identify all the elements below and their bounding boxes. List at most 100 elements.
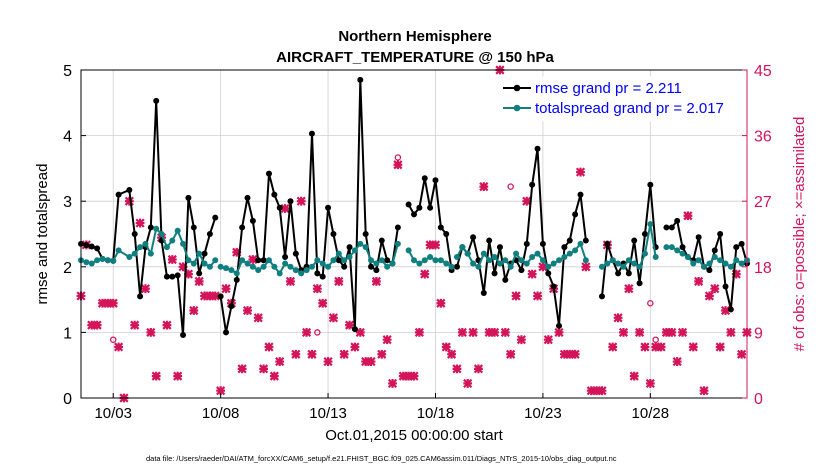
spread-point [513,250,520,257]
obs-assimilated-marker [597,386,607,396]
rmse-point [582,237,589,244]
spread-point [690,260,697,267]
spread-point [620,263,627,270]
rmse-point [368,263,375,270]
spread-point [684,253,691,260]
spread-point [212,257,219,264]
axis-layer: 10/03 10/08 10/13 10/18 10/23 10/280123450918… [63,63,772,422]
spread-point [679,250,686,257]
rmse-point [249,217,256,224]
rmse-point [480,290,487,297]
rmse-series-line [666,219,748,311]
spread-point [357,240,364,247]
spread-point [615,260,622,267]
spread-point [727,263,734,270]
spread-point [550,260,557,267]
y-tick-label-right: 9 [754,325,763,342]
rmse-point [437,224,444,231]
obs-assimilated-marker [404,371,414,381]
rmse-point [212,214,219,221]
obs-possible-marker [394,154,402,161]
rmse-point [738,240,745,247]
obs-assimilated-marker [323,356,333,367]
obs-assimilated-marker [377,349,387,359]
spread-point [448,263,455,270]
rmse-point [174,272,181,279]
rmse-point [163,273,170,280]
rmse-point [727,306,734,313]
spread-point [115,247,122,254]
chart-title: Northern Hemisphere [338,28,491,45]
obs-assimilated-marker [296,196,306,206]
rmse-point [115,191,122,198]
spread-point [94,257,101,264]
spread-point [738,260,745,267]
rmse-point [674,217,681,224]
series-layer [78,76,750,339]
spread-point [287,263,294,270]
spread-point [674,247,681,254]
spread-point [572,247,579,254]
spread-point [158,231,165,237]
chart-subtitle: AIRCRAFT_TEMPERATURE @ 150 hPa [276,49,554,66]
obs-assimilated-marker [216,386,226,396]
spread-point [126,253,133,260]
spread-point [432,257,439,264]
obs-assimilated-marker [731,269,741,279]
obs-assimilated-marker [425,240,435,250]
obs-assimilated-marker [511,291,521,301]
spread-point [314,257,321,264]
spread-point [223,265,230,272]
obs-assimilated-marker [167,254,177,265]
obs-assimilated-marker [688,342,698,352]
spread-series-line [666,246,748,268]
rmse-point [411,211,417,218]
rmse-point [711,247,718,254]
obs-assimilated-marker [130,320,140,330]
rmse-point [523,240,530,247]
obs-assimilated-marker [516,335,526,345]
obs-assimilated-marker [350,342,360,352]
obs-assimilated-marker [312,284,322,294]
obs-assimilated-marker [414,327,424,337]
obs-assimilated-marker [715,342,725,352]
obs-assimilated-marker [506,349,516,359]
rmse-point [346,244,353,251]
rmse-point [330,231,337,237]
rmse-point [341,263,348,270]
spread-point [196,250,203,257]
spread-point [153,225,160,232]
spread-series-line [220,242,399,275]
rmse-point [394,224,401,231]
obs-assimilated-marker [114,342,124,352]
obs-assimilated-marker [624,284,634,294]
obs-assimilated-marker [382,335,392,345]
obs-assimilated-marker [527,269,537,279]
spread-point [668,244,675,251]
obs-assimilated-marker [248,254,258,265]
obs-possible-marker [647,299,654,307]
spread-point [265,257,272,264]
rmse-point [255,257,262,264]
rmse-point [706,267,713,274]
obs-assimilated-marker [307,349,317,359]
rmse-point [185,194,192,201]
rmse-point [432,177,439,184]
rmse-point [405,201,412,208]
rmse-point [529,181,536,188]
spread-point [496,260,503,267]
spread-point [368,257,375,264]
rmse-point [244,194,251,201]
spread-point [523,260,530,267]
rmse-point [577,191,584,198]
spread-point [88,260,95,267]
obs-assimilated-marker [447,349,457,359]
spread-point [706,260,713,267]
obs-assimilated-marker [409,371,419,381]
obs-assimilated-marker [280,203,290,214]
spread-point [717,257,724,264]
rmse-point [378,237,385,244]
spread-point [104,257,111,264]
rmse-point [147,224,154,231]
